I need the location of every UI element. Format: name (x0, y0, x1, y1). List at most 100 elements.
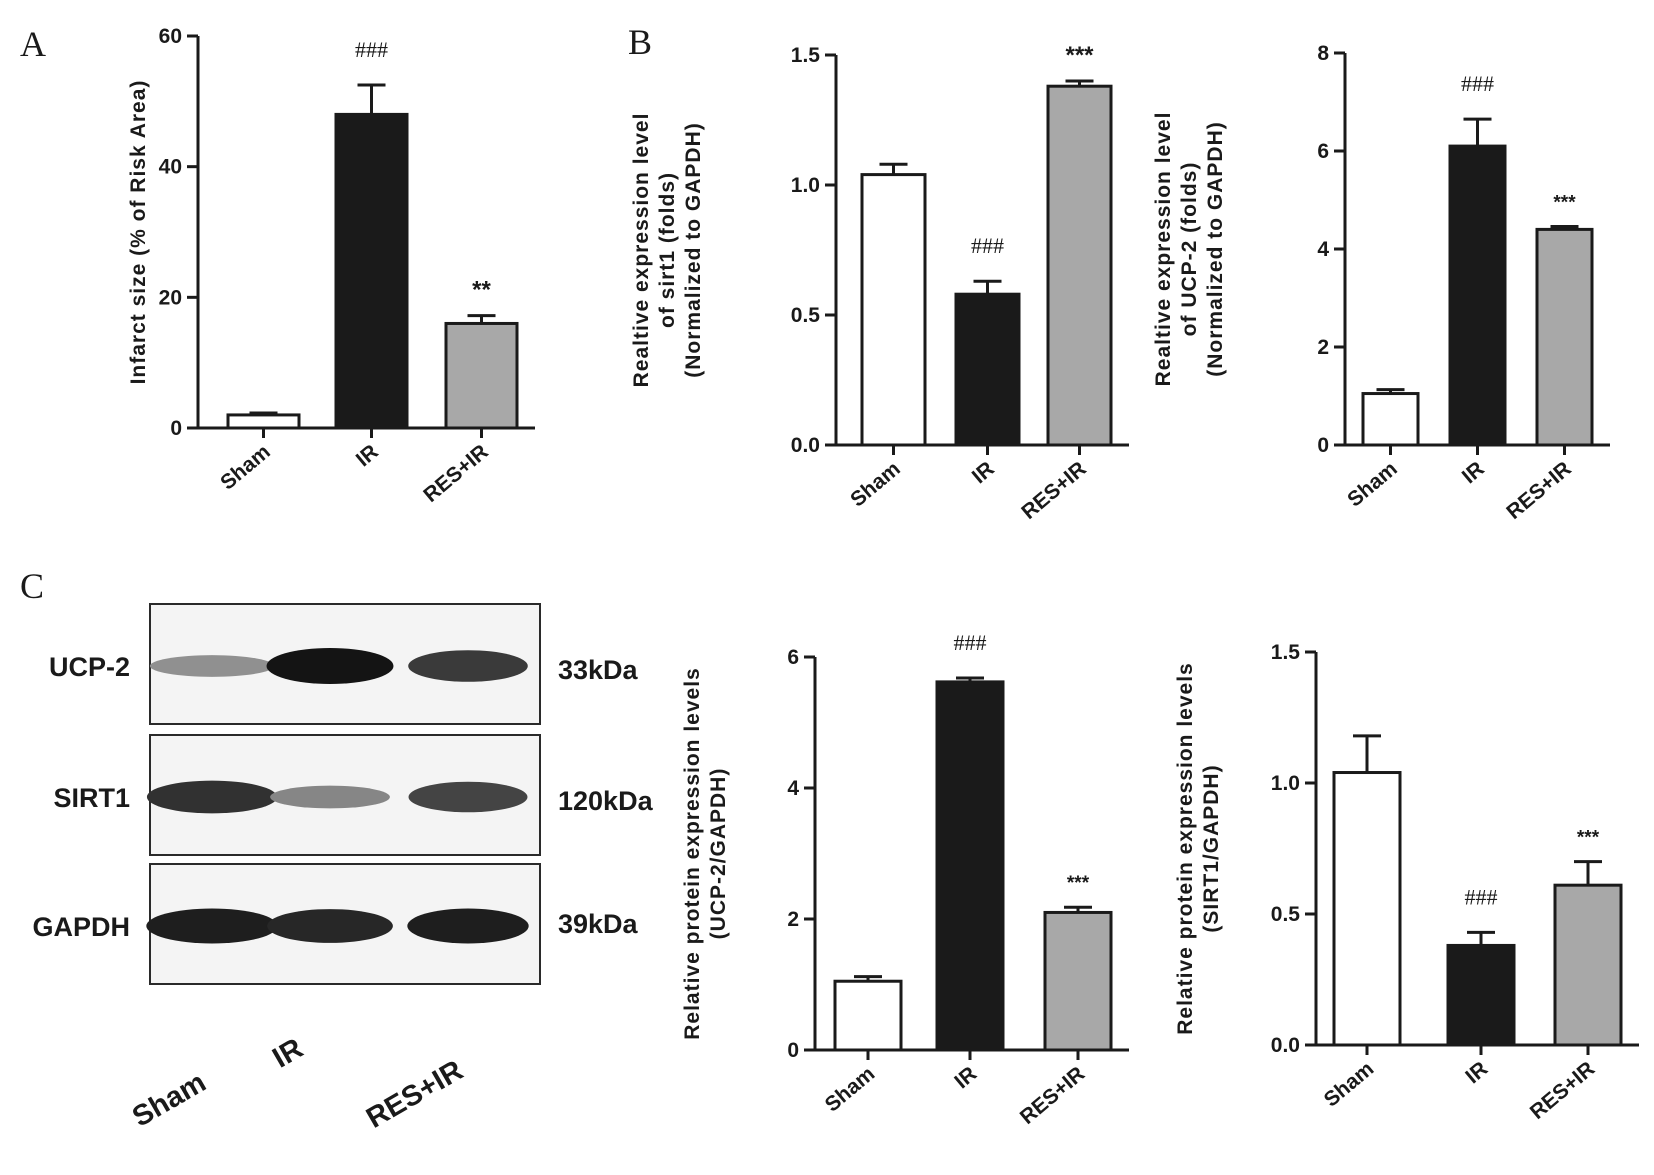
y-axis-title: of UCP-2 (folds) (1178, 162, 1201, 337)
blot-lane-label: IR (267, 1032, 308, 1074)
category-label: IR (968, 457, 999, 488)
significance-annotation: ** (472, 277, 491, 304)
y-axis-title: (Normalized to GAPDH) (1204, 121, 1227, 377)
blot-row-ucp-2: UCP-2 33kDa (49, 603, 639, 725)
bar-res-ir (1043, 910, 1113, 1052)
y-axis-title: Infarct size (% of Risk Area) (127, 80, 150, 385)
blot-row-gapdh: GAPDH 39kDa (32, 863, 639, 985)
blot-row-sirt1: SIRT1 120kDa (53, 734, 654, 856)
y-tick-label: 0 (1317, 434, 1329, 457)
y-tick-label: 2 (787, 908, 799, 931)
chart-ucp2-mrna: 0 2 4 6 8 Realtive expression level of UCP-2 (… (1152, 42, 1610, 524)
bar-ir (1448, 144, 1507, 447)
blot-band (146, 908, 278, 944)
chart-sirt1-mrna: 0.0 0.5 1.0 1.5 Realtive expression level of … (630, 42, 1129, 524)
y-tick-label: 1.5 (791, 44, 821, 67)
y-tick-label: 1.0 (1271, 772, 1300, 795)
blot-kda-label: 39kDa (558, 909, 639, 939)
blot-lane-label: RES+IR (361, 1054, 468, 1135)
bar-ir (334, 112, 409, 430)
y-tick-label: 1.5 (1271, 641, 1301, 664)
y-tick-label: 2 (1317, 336, 1329, 359)
panel-letter-b: B (628, 22, 652, 62)
panel-letter-c: C (20, 566, 44, 606)
bar-sham (226, 413, 301, 430)
y-tick-label: 8 (1317, 42, 1329, 65)
y-tick-label: 0.5 (791, 304, 821, 327)
y-axis-title: (SIRT1/GAPDH) (1200, 764, 1223, 932)
bar-res-ir (444, 321, 519, 430)
bar-sham (860, 173, 927, 447)
y-axis-title: of sirt1 (folds) (656, 172, 679, 328)
y-tick-label: 20 (159, 286, 182, 309)
blot-band (267, 909, 393, 943)
category-label: Sham (821, 1062, 880, 1116)
y-tick-label: 0.0 (791, 434, 820, 457)
y-axis-title: (UCP-2/GAPDH) (707, 768, 730, 940)
y-tick-label: 4 (1317, 238, 1329, 261)
y-axis-title: Relative protein expression levels (1174, 662, 1197, 1034)
y-tick-label: 0 (170, 417, 182, 440)
significance-annotation: ### (355, 37, 388, 62)
y-tick-label: 40 (159, 156, 182, 179)
chart-sirt1-protein: 0.0 0.5 1.0 1.5 Relative protein expression … (1174, 641, 1639, 1124)
blot-band (146, 780, 278, 814)
y-tick-label: 6 (787, 646, 799, 669)
y-tick-label: 60 (159, 25, 182, 48)
y-axis-title: Realtive expression level (630, 113, 653, 388)
category-label: IR (1461, 1057, 1492, 1088)
blot-band (266, 648, 394, 684)
y-tick-label: 4 (787, 777, 799, 800)
significance-annotation: ### (971, 233, 1004, 258)
chart-infarct: 0 20 40 60 Infarct size (% of Risk Area) Sham… (127, 25, 535, 507)
bar-res-ir (1535, 227, 1594, 447)
category-label: IR (352, 440, 383, 471)
bar-ir (935, 680, 1005, 1052)
western-blot: UCP-2 33kDa SIRT1 120kDa GAPDH 39kDa Sham IR RES… (32, 603, 654, 1135)
chart-ucp2-protein: 0 2 4 6 Relative protein expression levels (U… (681, 630, 1129, 1129)
panel-letter-a: A (20, 24, 46, 64)
y-axis-title: (Normalized to GAPDH) (682, 122, 705, 378)
significance-annotation: *** (1553, 192, 1576, 213)
y-tick-label: 0.5 (1271, 903, 1301, 926)
blot-band (270, 785, 390, 809)
significance-annotation: ### (1465, 884, 1498, 909)
blot-kda-label: 33kDa (558, 655, 639, 685)
blot-kda-label: 120kDa (558, 786, 654, 816)
category-label: IR (950, 1062, 981, 1093)
bar-res-ir (1046, 84, 1113, 447)
blot-band (407, 908, 529, 944)
category-label: IR (1458, 457, 1489, 488)
significance-annotation: *** (1065, 42, 1094, 69)
category-label: RES+IR (1526, 1057, 1599, 1124)
significance-annotation: ### (1461, 71, 1494, 96)
y-tick-label: 0 (787, 1039, 799, 1062)
y-tick-label: 0.0 (1271, 1034, 1300, 1057)
significance-annotation: *** (1067, 873, 1090, 894)
bar-ir (954, 292, 1021, 447)
category-label: RES+IR (419, 440, 492, 507)
y-tick-label: 6 (1317, 140, 1329, 163)
category-label: RES+IR (1502, 457, 1575, 524)
y-axis-title: Realtive expression level (1152, 112, 1175, 387)
category-label: Sham (1343, 457, 1402, 511)
blot-lane-label: Sham (127, 1066, 211, 1133)
category-label: Sham (846, 457, 905, 511)
category-label: RES+IR (1017, 457, 1090, 524)
category-label: Sham (216, 440, 275, 494)
blot-protein-label: GAPDH (32, 912, 130, 942)
blot-protein-label: SIRT1 (53, 783, 130, 813)
bar-ir (1446, 943, 1516, 1047)
category-label: Sham (1320, 1057, 1379, 1111)
bar-sham (1361, 392, 1420, 447)
bar-sham (1332, 771, 1402, 1047)
blot-band (408, 781, 528, 813)
blot-protein-label: UCP-2 (49, 652, 130, 682)
significance-annotation: ### (954, 630, 987, 655)
significance-annotation: *** (1577, 828, 1600, 849)
blot-band (149, 655, 275, 677)
bar-res-ir (1553, 883, 1623, 1047)
bar-sham (833, 979, 903, 1052)
